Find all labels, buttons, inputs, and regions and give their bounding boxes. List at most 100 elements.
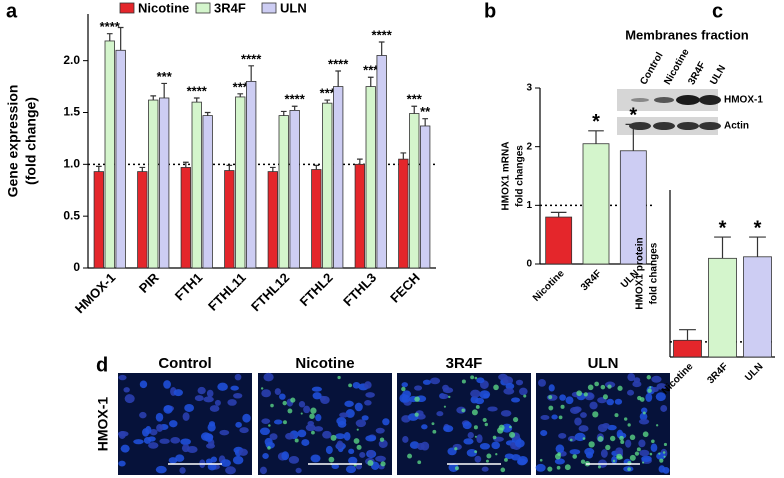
green-signal (619, 435, 624, 441)
nucleus (650, 443, 658, 452)
green-signal (642, 431, 649, 438)
nucleus (200, 432, 211, 441)
nucleus (298, 401, 306, 408)
green-signal (588, 441, 595, 448)
significance-label: *** (320, 85, 336, 100)
nucleus (197, 386, 206, 395)
nucleus (261, 389, 272, 398)
nucleus (239, 427, 249, 434)
nucleus (206, 389, 214, 398)
nucleus (651, 375, 662, 383)
nucleus (422, 379, 431, 385)
blot-band (654, 97, 674, 103)
green-signal (646, 375, 651, 380)
nucleus (573, 406, 582, 413)
nucleus (639, 412, 648, 421)
nucleus (259, 427, 270, 436)
green-signal (431, 422, 435, 426)
green-signal (482, 417, 487, 423)
legend-swatch (119, 2, 135, 14)
bar (267, 171, 278, 269)
nucleus (220, 459, 231, 467)
nucleus (163, 404, 173, 414)
green-signal (448, 395, 451, 399)
nucleus (143, 437, 152, 444)
nucleus (274, 388, 281, 396)
error-bar (411, 105, 418, 114)
y-tick-label: 0.5 (63, 208, 80, 222)
nucleus (348, 448, 355, 455)
bar (743, 256, 772, 358)
green-signal (509, 431, 516, 438)
green-signal (636, 447, 641, 452)
nucleus (336, 440, 344, 450)
nucleus (325, 445, 333, 455)
band-label: HMOX-1 (724, 95, 763, 106)
nucleus (227, 399, 237, 406)
nucleus (184, 403, 195, 412)
green-signal (414, 412, 419, 417)
nucleus (209, 405, 220, 412)
error-bar (204, 111, 211, 116)
nucleus (348, 456, 358, 465)
green-signal (663, 455, 666, 458)
nucleus (578, 425, 589, 432)
green-signal (600, 384, 606, 390)
nucleus (476, 377, 485, 384)
nucleus (310, 454, 321, 463)
nucleus (625, 439, 632, 448)
nucleus (615, 447, 624, 455)
green-signal (497, 427, 504, 434)
significance-label: **** (285, 92, 306, 107)
y-tick-label: 1 (526, 200, 532, 211)
green-signal (287, 408, 293, 414)
nucleus (402, 436, 409, 443)
nucleus (295, 467, 302, 474)
green-signal (283, 420, 287, 425)
nucleus (364, 400, 372, 406)
bar (322, 102, 333, 269)
green-signal (523, 394, 527, 398)
column-title: 3R4F (446, 355, 483, 372)
nucleus (409, 441, 420, 449)
nucleus (511, 454, 521, 461)
nucleus (273, 419, 283, 425)
y-tick-label: 2.0 (63, 53, 80, 67)
green-signal (328, 456, 335, 463)
green-signal (558, 415, 563, 420)
error-bar (117, 26, 124, 51)
y-tick-label: 0 (73, 260, 80, 274)
green-signal (602, 394, 608, 400)
green-signal (617, 455, 620, 459)
nucleus (312, 392, 322, 400)
nucleus (235, 421, 242, 428)
nucleus (285, 432, 294, 440)
nucleus (117, 430, 129, 437)
green-signal (356, 444, 362, 450)
significance-label: * (629, 105, 637, 127)
bar (104, 40, 115, 269)
green-signal (634, 451, 640, 456)
nucleus (339, 412, 349, 418)
bar (202, 115, 213, 269)
green-signal (547, 466, 553, 472)
nucleus (639, 449, 650, 457)
error-bar (679, 329, 696, 341)
error-bar (714, 236, 731, 259)
green-signal (649, 452, 653, 456)
nucleus (335, 433, 346, 440)
nucleus (225, 466, 236, 475)
bar (191, 101, 202, 269)
nucleus (118, 374, 127, 381)
nucleus (214, 399, 221, 406)
blot-band (631, 98, 649, 102)
green-signal (454, 447, 458, 451)
error-bar (106, 33, 113, 41)
bar (708, 257, 737, 358)
green-signal (475, 405, 480, 409)
green-signal (356, 428, 359, 431)
green-signal (580, 459, 586, 464)
nucleus (645, 393, 653, 402)
row-label: HMOX-1 (95, 397, 111, 452)
green-signal (310, 407, 317, 414)
